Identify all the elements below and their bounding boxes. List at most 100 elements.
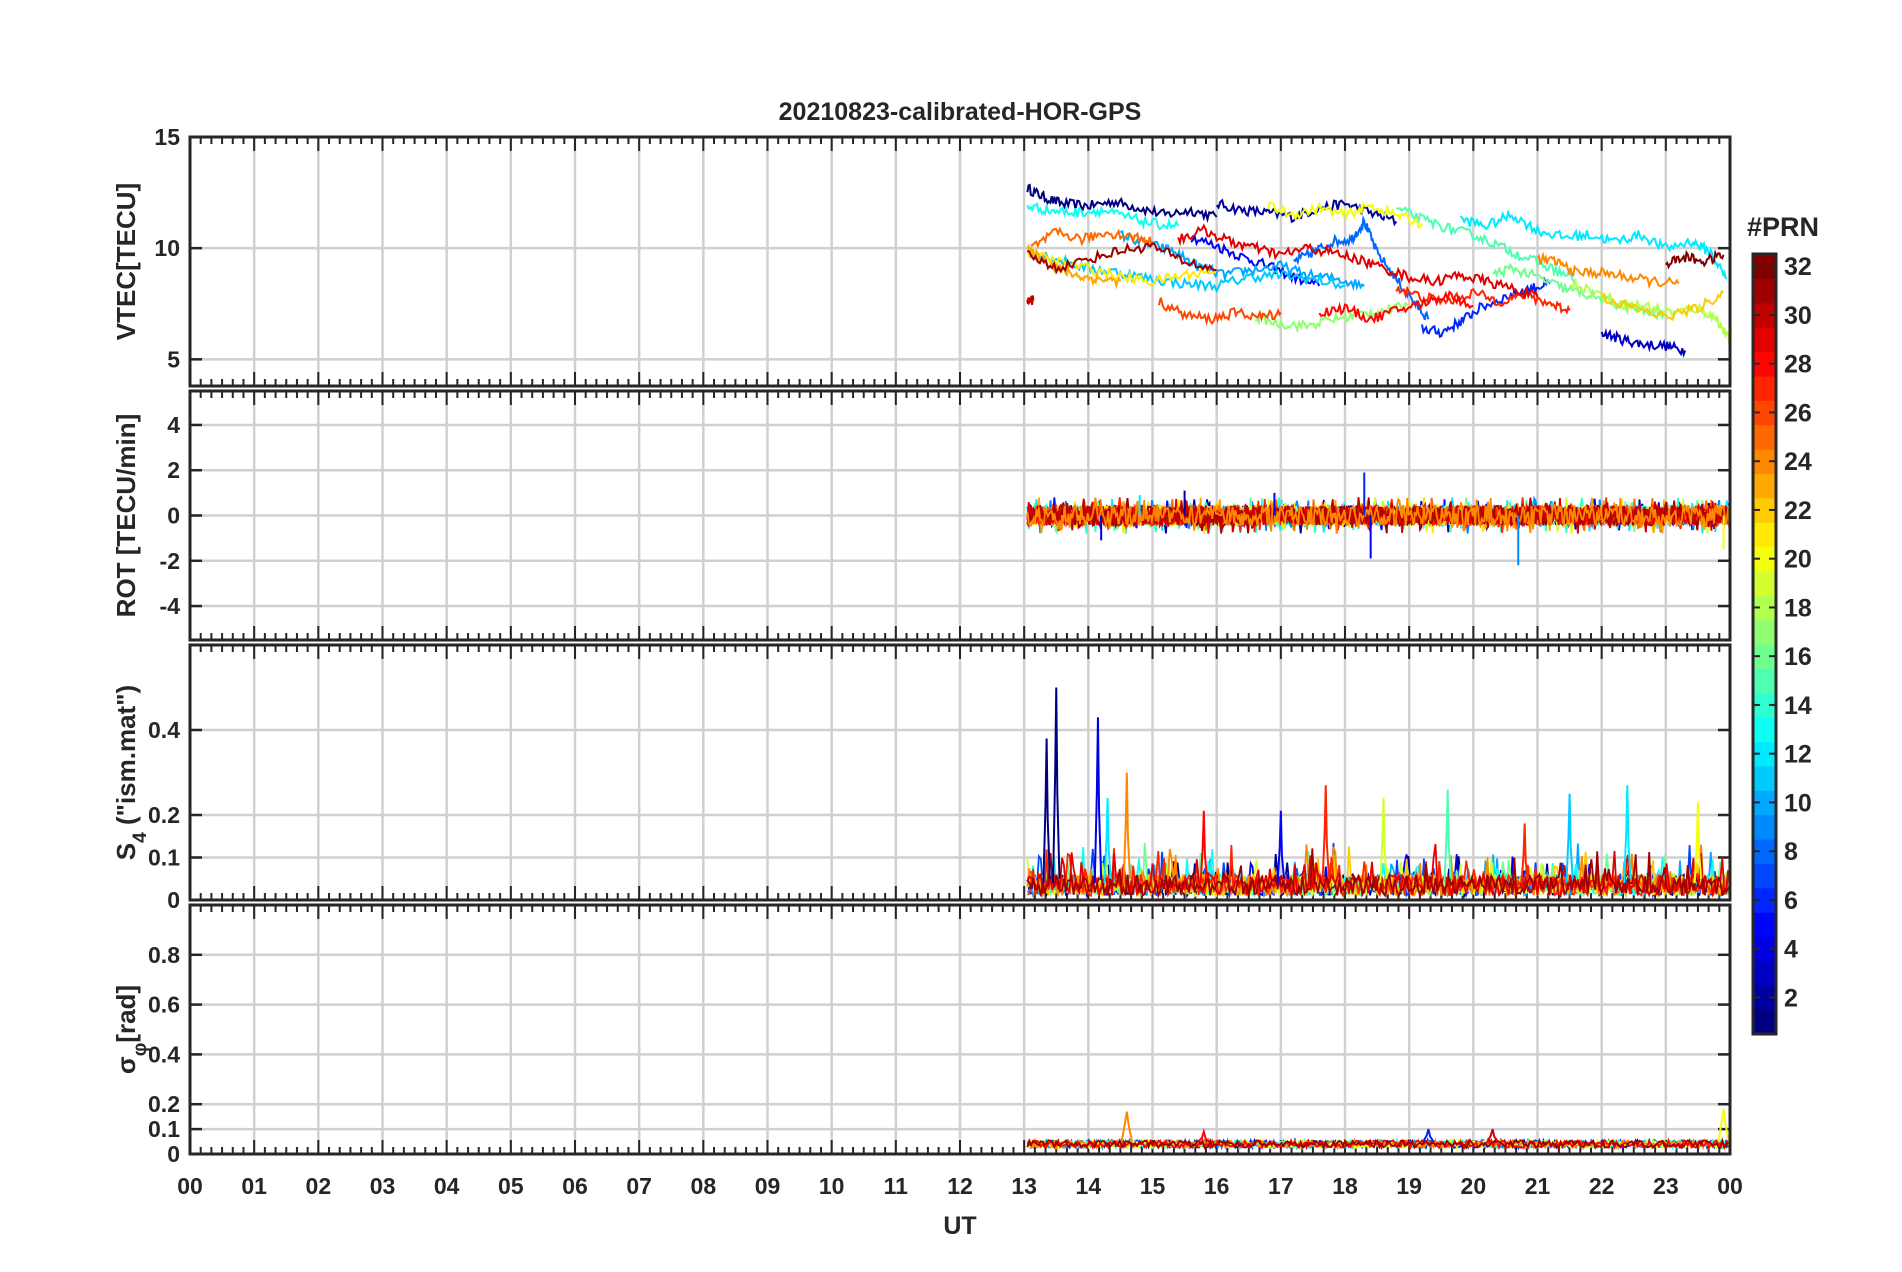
y-tick-label: 0.1 (148, 1116, 180, 1142)
y-axis-label: ROT [TECU/min] (111, 414, 141, 618)
y-tick-label: 0.4 (148, 1041, 180, 1067)
y-tick-label: 4 (167, 412, 180, 438)
series-prn-31 (1026, 1137, 1729, 1151)
colorbar-tick-label: 18 (1784, 594, 1812, 622)
colorbar-tick-label: 30 (1784, 302, 1812, 330)
y-tick-label: 10 (154, 235, 180, 261)
y-tick-label: 2 (167, 457, 180, 483)
series-prn-25 (1030, 226, 1154, 249)
series-prn-30 (1026, 295, 1035, 307)
s4-peak (1321, 785, 1330, 884)
colorbar-tick-label: 32 (1784, 253, 1812, 281)
axes-frame (188, 389, 1732, 642)
colorbar-segment (1753, 619, 1776, 645)
axes-frame (188, 903, 1732, 1156)
colorbar-tick-label: 24 (1784, 448, 1812, 476)
x-tick-label: 13 (1011, 1173, 1037, 1199)
series-prn-15 (1396, 206, 1577, 285)
colorbar-segment (1753, 449, 1776, 474)
y-tick-label: 5 (167, 346, 180, 372)
y-tick-label: -2 (160, 548, 180, 574)
x-tick-label: 19 (1396, 1173, 1422, 1199)
x-tick-label: 23 (1653, 1173, 1679, 1199)
colorbar-segment (1753, 570, 1776, 596)
plot-area-S4 (1026, 687, 1729, 900)
x-tick-label: 10 (819, 1173, 845, 1199)
s4-peak (1443, 789, 1452, 884)
series-prn-27 (1395, 285, 1571, 315)
colorbar-segment (1753, 1009, 1776, 1035)
colorbar-segment (1753, 790, 1776, 816)
series-prn-32 (1665, 249, 1725, 270)
s4-peak (1520, 823, 1529, 884)
colorbar-tick-label: 16 (1784, 643, 1812, 671)
x-tick-label: 12 (947, 1173, 973, 1199)
colorbar-frame (1751, 252, 1778, 1036)
colorbar-segment (1753, 302, 1776, 328)
chart-title: 20210823-calibrated-HOR-GPS (779, 98, 1142, 126)
s4-peak (1693, 802, 1703, 884)
colorbar-segment (1753, 912, 1776, 938)
s4-peak (1103, 797, 1112, 884)
x-tick-label: 00 (177, 1173, 203, 1199)
sigma-peak (1422, 1128, 1435, 1143)
series-prn-24 (1536, 251, 1680, 290)
x-tick-label: 06 (562, 1173, 588, 1199)
series-prn-31 (1026, 848, 1729, 900)
colorbar-segment (1753, 741, 1776, 767)
y-tick-label: 0.2 (148, 802, 180, 828)
series-prn-20 (1267, 200, 1423, 229)
plot-area-VTEC (1026, 183, 1730, 359)
s4-peak (1623, 785, 1632, 884)
x-tick-label: 07 (626, 1173, 652, 1199)
y-axis-label: S4 ("ism.mat") (111, 685, 151, 860)
x-tick-label: 01 (241, 1173, 267, 1199)
sigma-peak (1717, 1109, 1730, 1142)
sigma-peak (1197, 1127, 1210, 1143)
colorbar-tick-label: 4 (1784, 936, 1798, 964)
series-prn-5 (1190, 233, 1321, 287)
series-prn-29 (1177, 223, 1539, 300)
colorbar-segment (1753, 473, 1776, 499)
series-prn-1 (1026, 183, 1218, 224)
colorbar-segment (1753, 692, 1776, 718)
x-tick-label: 14 (1076, 1173, 1102, 1199)
axes-frame (188, 643, 1732, 902)
colorbar-segment (1753, 400, 1776, 426)
x-tick-label: 18 (1332, 1173, 1358, 1199)
colorbar-segment (1753, 985, 1776, 1011)
series-prn-29 (1026, 843, 1729, 898)
colorbar-tick-label: 6 (1784, 887, 1798, 915)
sigma-peak (1486, 1128, 1499, 1143)
x-tick-label: 03 (370, 1173, 396, 1199)
series-prn-3 (1600, 327, 1687, 359)
x-tick-label: 17 (1268, 1173, 1294, 1199)
s4-peak (1042, 738, 1051, 884)
x-tick-label: 08 (691, 1173, 717, 1199)
colorbar-segment (1753, 717, 1776, 743)
colorbar-segment (1753, 887, 1776, 913)
colorbar-segment (1753, 375, 1776, 401)
panel-S4: 0 0.1 0.2 0.4S4 ("ism.mat") (111, 643, 1732, 913)
colorbar-segment (1753, 839, 1776, 864)
colorbar-tick-label: 10 (1784, 789, 1812, 817)
s4-peak (1052, 687, 1061, 884)
s4-peak (1565, 793, 1574, 884)
colorbar-segment (1753, 814, 1776, 840)
x-tick-label: 00 (1717, 1173, 1743, 1199)
x-tick-label: 11 (884, 1173, 909, 1199)
x-tick-label: 22 (1589, 1173, 1615, 1199)
series-prn-28 (1318, 290, 1474, 325)
x-tick-label: 21 (1525, 1173, 1551, 1199)
colorbar-segment (1753, 351, 1776, 377)
x-tick-label: 09 (755, 1173, 781, 1199)
colorbar-segment (1753, 327, 1776, 353)
series-prn-12 (1459, 209, 1728, 280)
colorbar-segment (1753, 765, 1776, 791)
panel-sigma_phi: 00.10.2 0.4 0.6 0.8 σφ[rad] (111, 903, 1732, 1167)
series-prn-13 (1026, 201, 1180, 231)
x-tick-label: 16 (1204, 1173, 1230, 1199)
colorbar-segment (1753, 668, 1776, 694)
